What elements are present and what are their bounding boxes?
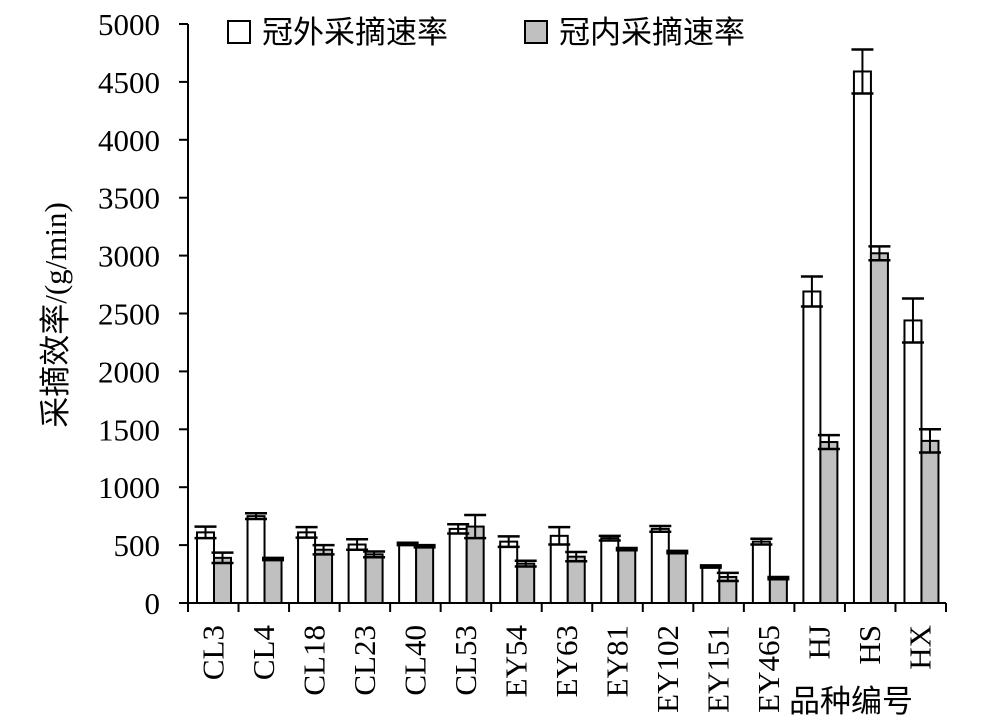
bar-outer-EY63 — [549, 534, 569, 604]
x-tick-label: EY151 — [701, 625, 736, 713]
y-tick-label: 5000 — [98, 7, 160, 42]
bar-outer-EY465 — [751, 540, 771, 604]
x-tick-label: HS — [852, 625, 887, 665]
y-tick-label: 2000 — [98, 354, 160, 389]
y-tick-label: 4500 — [98, 65, 160, 100]
bar-outer-EY54 — [499, 540, 519, 604]
x-tick-label: HJ — [802, 625, 837, 659]
bar-inner-CL3 — [213, 556, 232, 605]
legend-label-0: 冠外采摘速率 — [262, 15, 448, 50]
y-axis-label: 采摘效率/(g/min) — [38, 202, 73, 428]
bar-inner-EY81 — [617, 548, 637, 605]
bar-inner-EY465 — [768, 577, 788, 605]
bars — [196, 70, 940, 605]
x-tick-label: EY102 — [650, 625, 685, 713]
bar-outer-CL3 — [196, 531, 215, 604]
y-tick-label: 4000 — [98, 123, 160, 158]
y-tick-label: 0 — [145, 586, 161, 621]
bar-outer-HS — [852, 70, 872, 604]
legend-swatch-0 — [227, 20, 251, 44]
bar-outer-CL23 — [347, 543, 367, 604]
bar-outer-EY151 — [701, 565, 721, 605]
y-tick-label: 3000 — [98, 239, 160, 274]
y-tick-label: 2500 — [98, 297, 160, 332]
error-bars — [194, 48, 941, 583]
x-tick-label: CL4 — [246, 625, 281, 681]
bar-outer-CL40 — [398, 542, 418, 605]
bar-inner-CL23 — [364, 553, 384, 605]
x-tick-label: CL40 — [397, 625, 432, 696]
y-axis: 0 500 1000 1500 2000 2500 3000 3500 4000 4500 5000 — [98, 7, 189, 621]
x-tick-label: CL23 — [347, 625, 382, 696]
bar-outer-HJ — [802, 290, 822, 604]
bar-outer-CL4 — [246, 515, 266, 605]
y-tick-label: 1500 — [98, 412, 160, 447]
y-tick-label: 3500 — [98, 181, 160, 216]
x-tick-label: EY63 — [549, 625, 584, 697]
bar-inner-EY54 — [516, 562, 536, 604]
bar-outer-EY81 — [600, 537, 620, 604]
bar-inner-HJ — [819, 441, 839, 604]
legend-swatch-1 — [524, 20, 548, 44]
bar-inner-HS — [869, 252, 889, 604]
x-tick-label: EY465 — [751, 625, 786, 713]
legend: 冠外采摘速率 冠内采摘速率 — [227, 15, 745, 50]
bar-inner-EY63 — [566, 555, 586, 604]
x-tick-label: HX — [903, 625, 938, 670]
bar-outer-HX — [903, 319, 923, 604]
bar-inner-CL40 — [415, 545, 435, 604]
legend-label-1: 冠内采摘速率 — [559, 15, 745, 50]
bar-inner-CL4 — [263, 557, 283, 604]
x-tick-label: EY81 — [600, 625, 635, 697]
bar-inner-HX — [920, 439, 940, 604]
x-tick-label: CL18 — [296, 625, 331, 696]
x-tick-label: EY54 — [498, 625, 533, 698]
bar-inner-CL18 — [314, 548, 334, 604]
x-axis-label: 品种编号 — [789, 684, 913, 719]
y-tick-label: 1000 — [98, 470, 160, 505]
bar-inner-EY102 — [667, 551, 687, 604]
bar-outer-CL18 — [297, 531, 317, 604]
x-tick-label: CL3 — [195, 625, 230, 680]
x-tick-label: CL53 — [448, 625, 483, 696]
y-tick-label: 500 — [114, 528, 161, 563]
bar-outer-CL53 — [448, 527, 468, 604]
bar-outer-EY102 — [650, 527, 670, 604]
